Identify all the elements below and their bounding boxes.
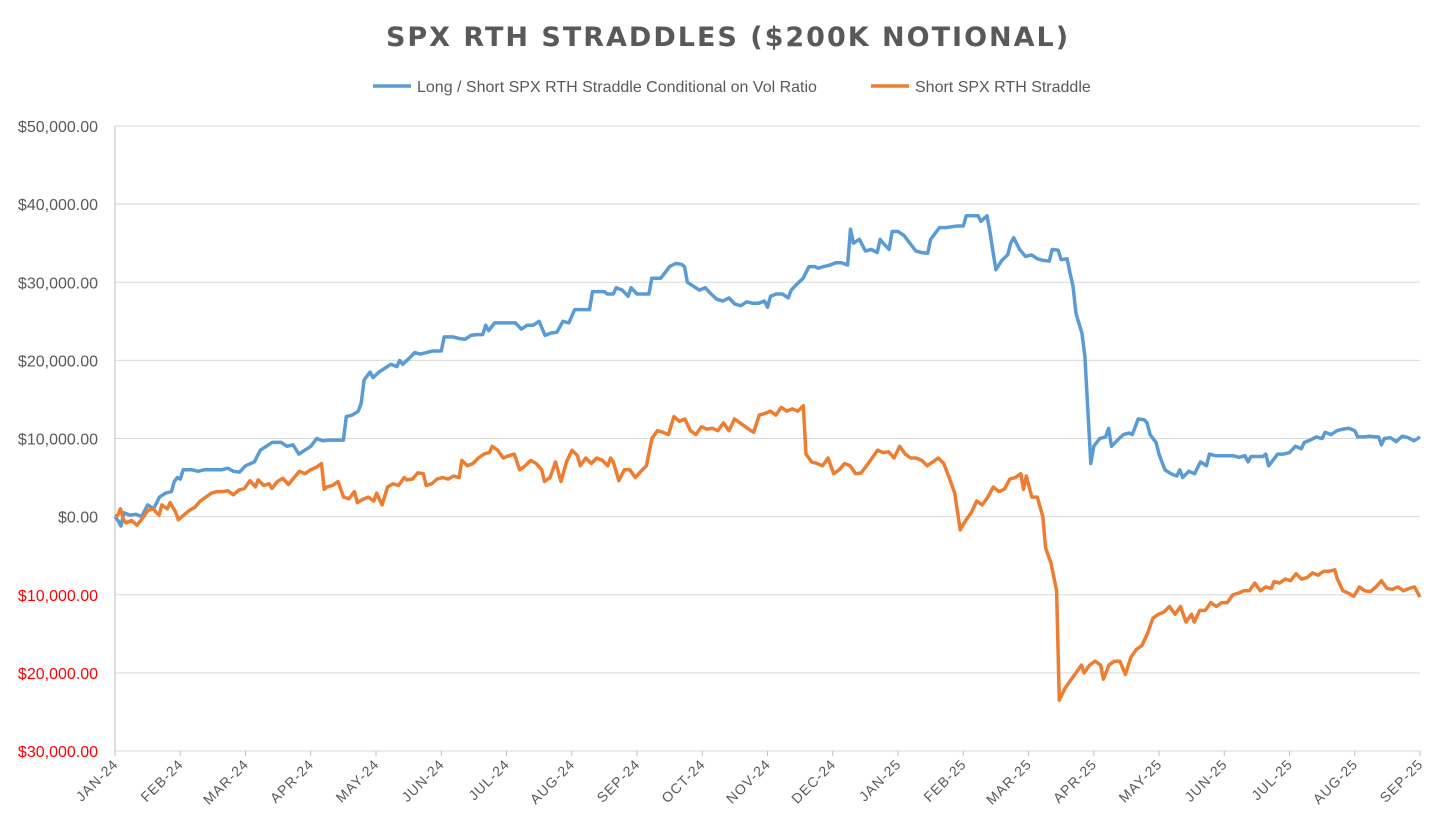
y-axis-ticks: $50,000.00 $40,000.00 $30,000.00 $20,000.00… bbox=[18, 119, 98, 761]
y-tick-label: $40,000.00 bbox=[18, 197, 98, 214]
series-layer bbox=[113, 214, 1422, 702]
x-tick-label: JUN-24 bbox=[398, 756, 447, 805]
x-tick-label: AUG-24 bbox=[527, 756, 578, 807]
x-tick-label: FEB-24 bbox=[137, 756, 186, 805]
y-tick-label: $50,000.00 bbox=[18, 119, 98, 136]
legend: Long / Short SPX RTH Straddle Conditiona… bbox=[373, 79, 1091, 96]
y-tick-label: $20,000.00 bbox=[18, 353, 98, 370]
x-tick-label: JUL-25 bbox=[1248, 756, 1295, 803]
x-tick-label: JUN-25 bbox=[1181, 756, 1230, 805]
x-tick-label: MAR-25 bbox=[983, 756, 1035, 808]
x-tick-label: APR-24 bbox=[267, 756, 317, 806]
legend-label-1: Long / Short SPX RTH Straddle Conditiona… bbox=[417, 79, 817, 96]
x-tick-label: MAY-24 bbox=[332, 756, 382, 806]
x-tick-label: NOV-24 bbox=[723, 756, 774, 807]
x-tick-label: JAN-25 bbox=[856, 756, 905, 805]
x-tick-label: SEP-25 bbox=[1376, 756, 1426, 806]
x-tick-label: AUG-25 bbox=[1310, 756, 1361, 807]
x-tick-label: APR-25 bbox=[1050, 756, 1100, 806]
x-tick-label: MAY-25 bbox=[1115, 756, 1165, 806]
y-tick-label: $30,000.00 bbox=[18, 275, 98, 292]
x-tick-label: SEP-24 bbox=[593, 756, 643, 806]
x-tick-label: OCT-24 bbox=[658, 756, 708, 806]
y-tick-label: $30,000.00 bbox=[18, 744, 98, 761]
y-tick-label: $10,000.00 bbox=[18, 588, 98, 605]
x-axis-ticks: JAN-24 FEB-24 MAR-24 APR-24 MAY-24 JUN-24 JUL-… bbox=[73, 751, 1426, 808]
y-tick-label: $10,000.00 bbox=[18, 432, 98, 449]
x-tick-label: JUL-24 bbox=[465, 756, 512, 803]
x-tick-label: MAR-24 bbox=[200, 756, 252, 808]
y-tick-label: $20,000.00 bbox=[18, 666, 98, 683]
series-line-2 bbox=[114, 403, 1422, 702]
chart-title: SPX RTH STRADDLES ($200K NOTIONAL) bbox=[386, 22, 1070, 53]
x-tick-label: FEB-25 bbox=[920, 756, 969, 805]
x-tick-label: JAN-24 bbox=[73, 756, 122, 805]
legend-label-2: Short SPX RTH Straddle bbox=[915, 79, 1091, 96]
x-tick-label: DEC-24 bbox=[788, 756, 839, 807]
grid-layer bbox=[114, 125, 1420, 752]
series-line-1 bbox=[113, 214, 1421, 528]
y-tick-label: $0.00 bbox=[58, 510, 98, 527]
